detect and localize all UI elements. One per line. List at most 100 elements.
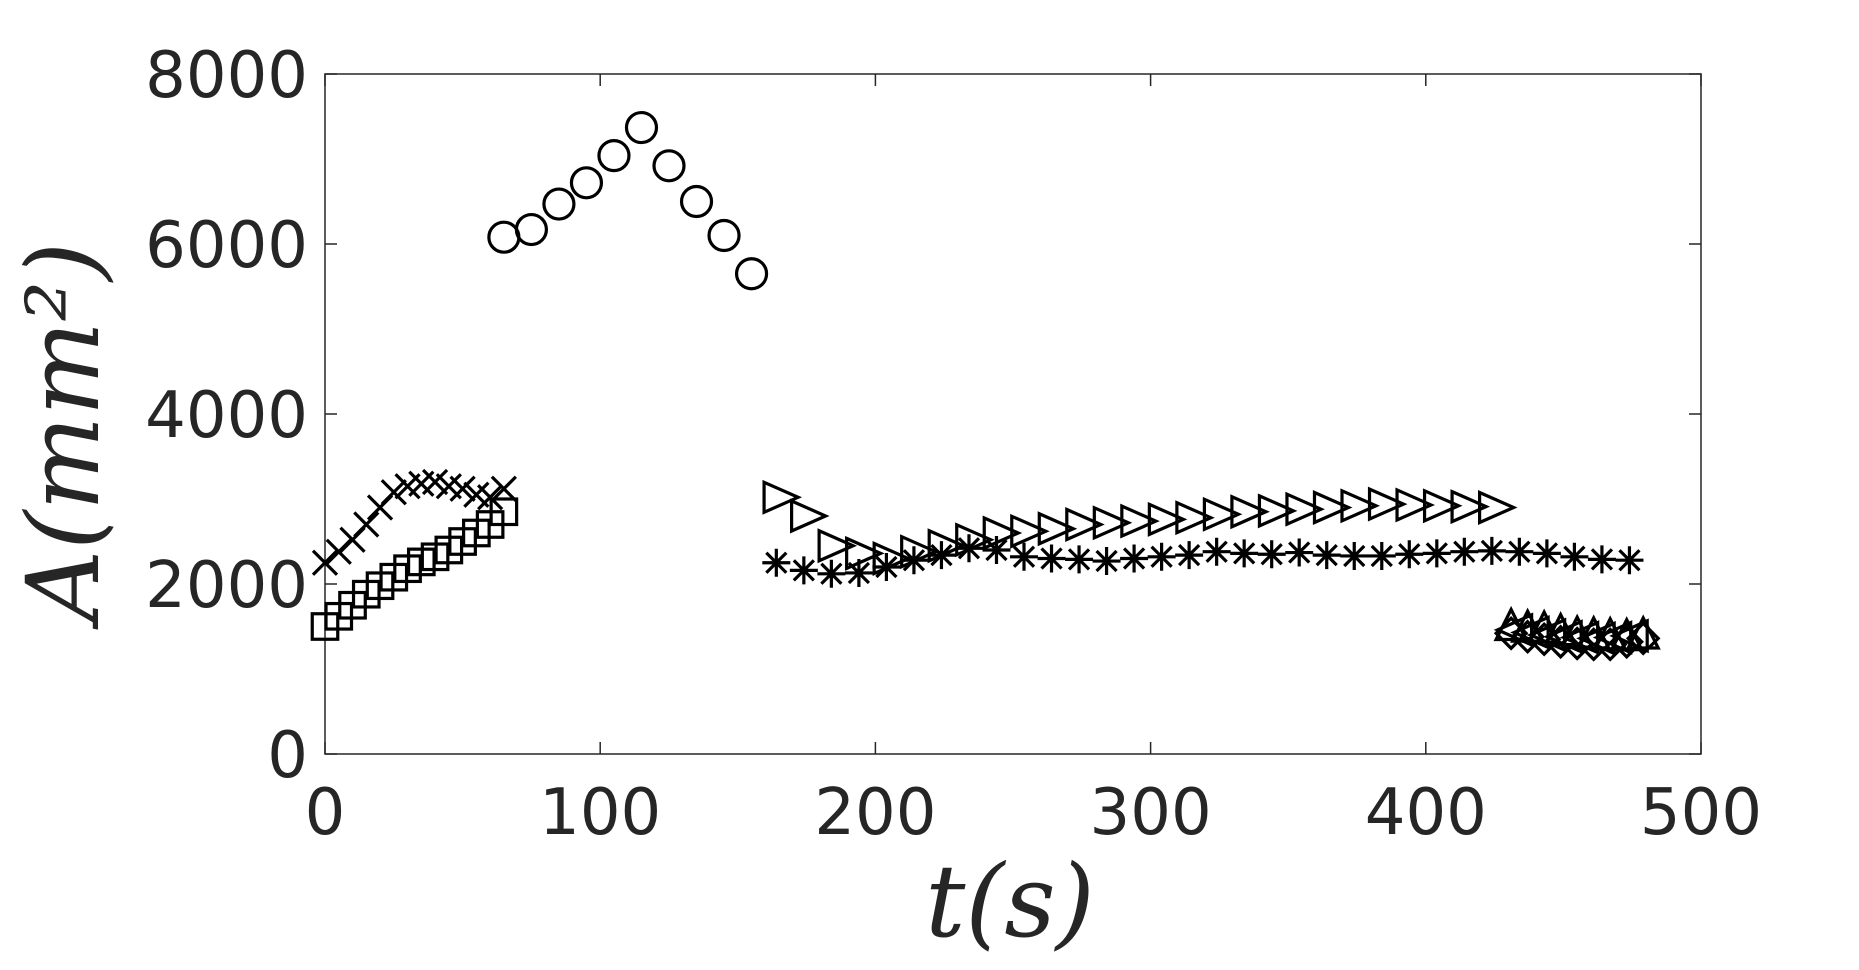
triangle-right-marker bbox=[762, 479, 803, 515]
asterisk-marker bbox=[1092, 547, 1121, 576]
circle-marker bbox=[569, 166, 604, 200]
circle-marker bbox=[487, 220, 521, 254]
asterisk-marker bbox=[1367, 541, 1396, 570]
plot-border bbox=[324, 73, 1702, 755]
asterisk-marker bbox=[1285, 538, 1314, 567]
x-marker bbox=[476, 484, 504, 511]
triangle-up-marker bbox=[1576, 614, 1612, 650]
asterisk-marker bbox=[1560, 542, 1589, 571]
circle-marker bbox=[679, 184, 714, 219]
triangle-left-marker bbox=[1609, 618, 1649, 654]
y-tick-label: 4000 bbox=[145, 379, 308, 453]
x-marker bbox=[353, 511, 380, 538]
triangle-left-marker bbox=[1493, 612, 1534, 648]
asterisk-marker bbox=[789, 556, 818, 585]
asterisk-marker bbox=[899, 546, 928, 575]
triangle-right-marker bbox=[1092, 505, 1133, 541]
asterisk-marker bbox=[872, 553, 901, 581]
asterisk-marker bbox=[1340, 541, 1369, 570]
triangle-right-marker bbox=[1230, 494, 1270, 530]
asterisk-marker bbox=[1395, 540, 1424, 569]
triangle-right-marker bbox=[1340, 488, 1380, 524]
x-axis-label: t(s) bbox=[925, 843, 1095, 960]
triangle-right-marker bbox=[927, 528, 968, 564]
circle-marker bbox=[542, 187, 576, 221]
x-tick-label: 200 bbox=[814, 776, 936, 850]
circle-marker bbox=[652, 149, 686, 183]
triangle-up-marker bbox=[1559, 613, 1595, 649]
triangle-left-marker bbox=[1592, 620, 1633, 656]
circle-marker bbox=[514, 212, 549, 247]
y-tick-label: 6000 bbox=[145, 209, 308, 283]
circle-marker bbox=[624, 110, 659, 145]
triangle-right-marker bbox=[1120, 503, 1160, 539]
x-marker bbox=[490, 475, 518, 502]
triangle-right-marker bbox=[1257, 493, 1298, 529]
triangle-left-marker bbox=[1576, 620, 1616, 656]
x-marker bbox=[449, 475, 476, 502]
asterisk-marker bbox=[1065, 545, 1094, 574]
asterisk-marker bbox=[1450, 537, 1479, 566]
asterisk-marker bbox=[1615, 546, 1644, 575]
data-points bbox=[310, 110, 1661, 662]
asterisk-marker bbox=[817, 559, 846, 588]
circle-marker bbox=[597, 139, 631, 173]
x-axis: 0 100 200 300 400 500 bbox=[305, 74, 1762, 850]
y-axis: 0 2000 4000 6000 8000 bbox=[145, 39, 1701, 793]
asterisk-marker bbox=[1147, 542, 1176, 571]
y-tick-label: 8000 bbox=[145, 39, 308, 113]
asterisk-marker bbox=[1477, 536, 1506, 565]
asterisk-marker bbox=[1532, 539, 1561, 568]
asterisk-marker bbox=[1312, 541, 1341, 570]
asterisk-marker bbox=[1257, 540, 1286, 569]
asterisk-marker bbox=[954, 534, 983, 563]
asterisk-marker bbox=[762, 548, 791, 577]
triangle-right-marker bbox=[982, 515, 1023, 551]
triangle-right-marker bbox=[817, 528, 858, 564]
triangle-right-marker bbox=[1367, 486, 1408, 522]
triangle-right-marker bbox=[1175, 500, 1215, 536]
x-tick-label: 300 bbox=[1090, 776, 1212, 850]
asterisk-marker bbox=[1587, 545, 1616, 574]
triangle-right-marker bbox=[1395, 487, 1436, 523]
triangle-right-marker bbox=[1202, 496, 1243, 532]
circle-marker bbox=[734, 257, 769, 291]
triangle-left-marker bbox=[1510, 614, 1550, 650]
plot-area bbox=[324, 73, 1702, 755]
x-tick-label: 100 bbox=[539, 776, 661, 850]
square-marker bbox=[489, 497, 519, 527]
asterisk-marker bbox=[1175, 541, 1204, 570]
triangle-right-marker bbox=[789, 498, 830, 534]
triangle-right-marker bbox=[1450, 489, 1491, 525]
triangle-left-marker bbox=[1526, 617, 1567, 653]
y-tick-label: 2000 bbox=[145, 549, 308, 623]
triangle-right-marker bbox=[1147, 501, 1188, 537]
triangle-right-marker bbox=[1010, 513, 1050, 549]
asterisk-marker bbox=[982, 536, 1011, 564]
asterisk-marker bbox=[1037, 544, 1066, 573]
triangle-right-marker bbox=[1477, 490, 1518, 525]
asterisk-marker bbox=[1010, 542, 1039, 571]
asterisk-marker bbox=[1422, 539, 1451, 568]
asterisk-marker bbox=[844, 558, 873, 587]
triangle-right-marker bbox=[845, 535, 885, 571]
asterisk-marker bbox=[1230, 539, 1259, 568]
x-tick-label: 400 bbox=[1365, 776, 1487, 850]
asterisk-marker bbox=[1505, 537, 1534, 566]
triangle-right-marker bbox=[1285, 491, 1325, 527]
x-tick-label: 500 bbox=[1640, 776, 1762, 850]
x-tick-label: 0 bbox=[305, 776, 346, 850]
triangle-right-marker bbox=[1422, 488, 1463, 524]
triangle-right-marker bbox=[1312, 490, 1353, 525]
x-marker bbox=[380, 479, 407, 506]
triangle-up-marker bbox=[1543, 611, 1579, 647]
asterisk-marker bbox=[1120, 544, 1149, 573]
x-marker bbox=[311, 549, 339, 576]
asterisk-marker bbox=[927, 541, 956, 570]
diamond-marker bbox=[1625, 621, 1661, 656]
triangle-right-marker bbox=[1037, 511, 1078, 547]
asterisk-marker bbox=[1202, 537, 1231, 566]
y-tick-label: 0 bbox=[267, 719, 308, 793]
circle-marker bbox=[707, 218, 741, 253]
